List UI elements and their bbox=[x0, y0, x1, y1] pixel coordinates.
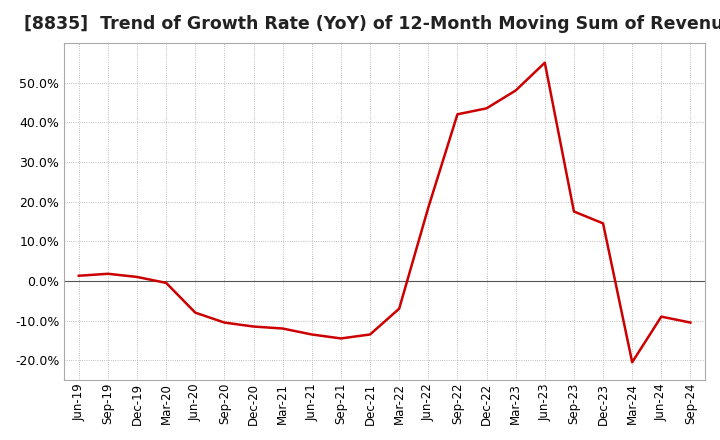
Title: [8835]  Trend of Growth Rate (YoY) of 12-Month Moving Sum of Revenues: [8835] Trend of Growth Rate (YoY) of 12-… bbox=[24, 15, 720, 33]
